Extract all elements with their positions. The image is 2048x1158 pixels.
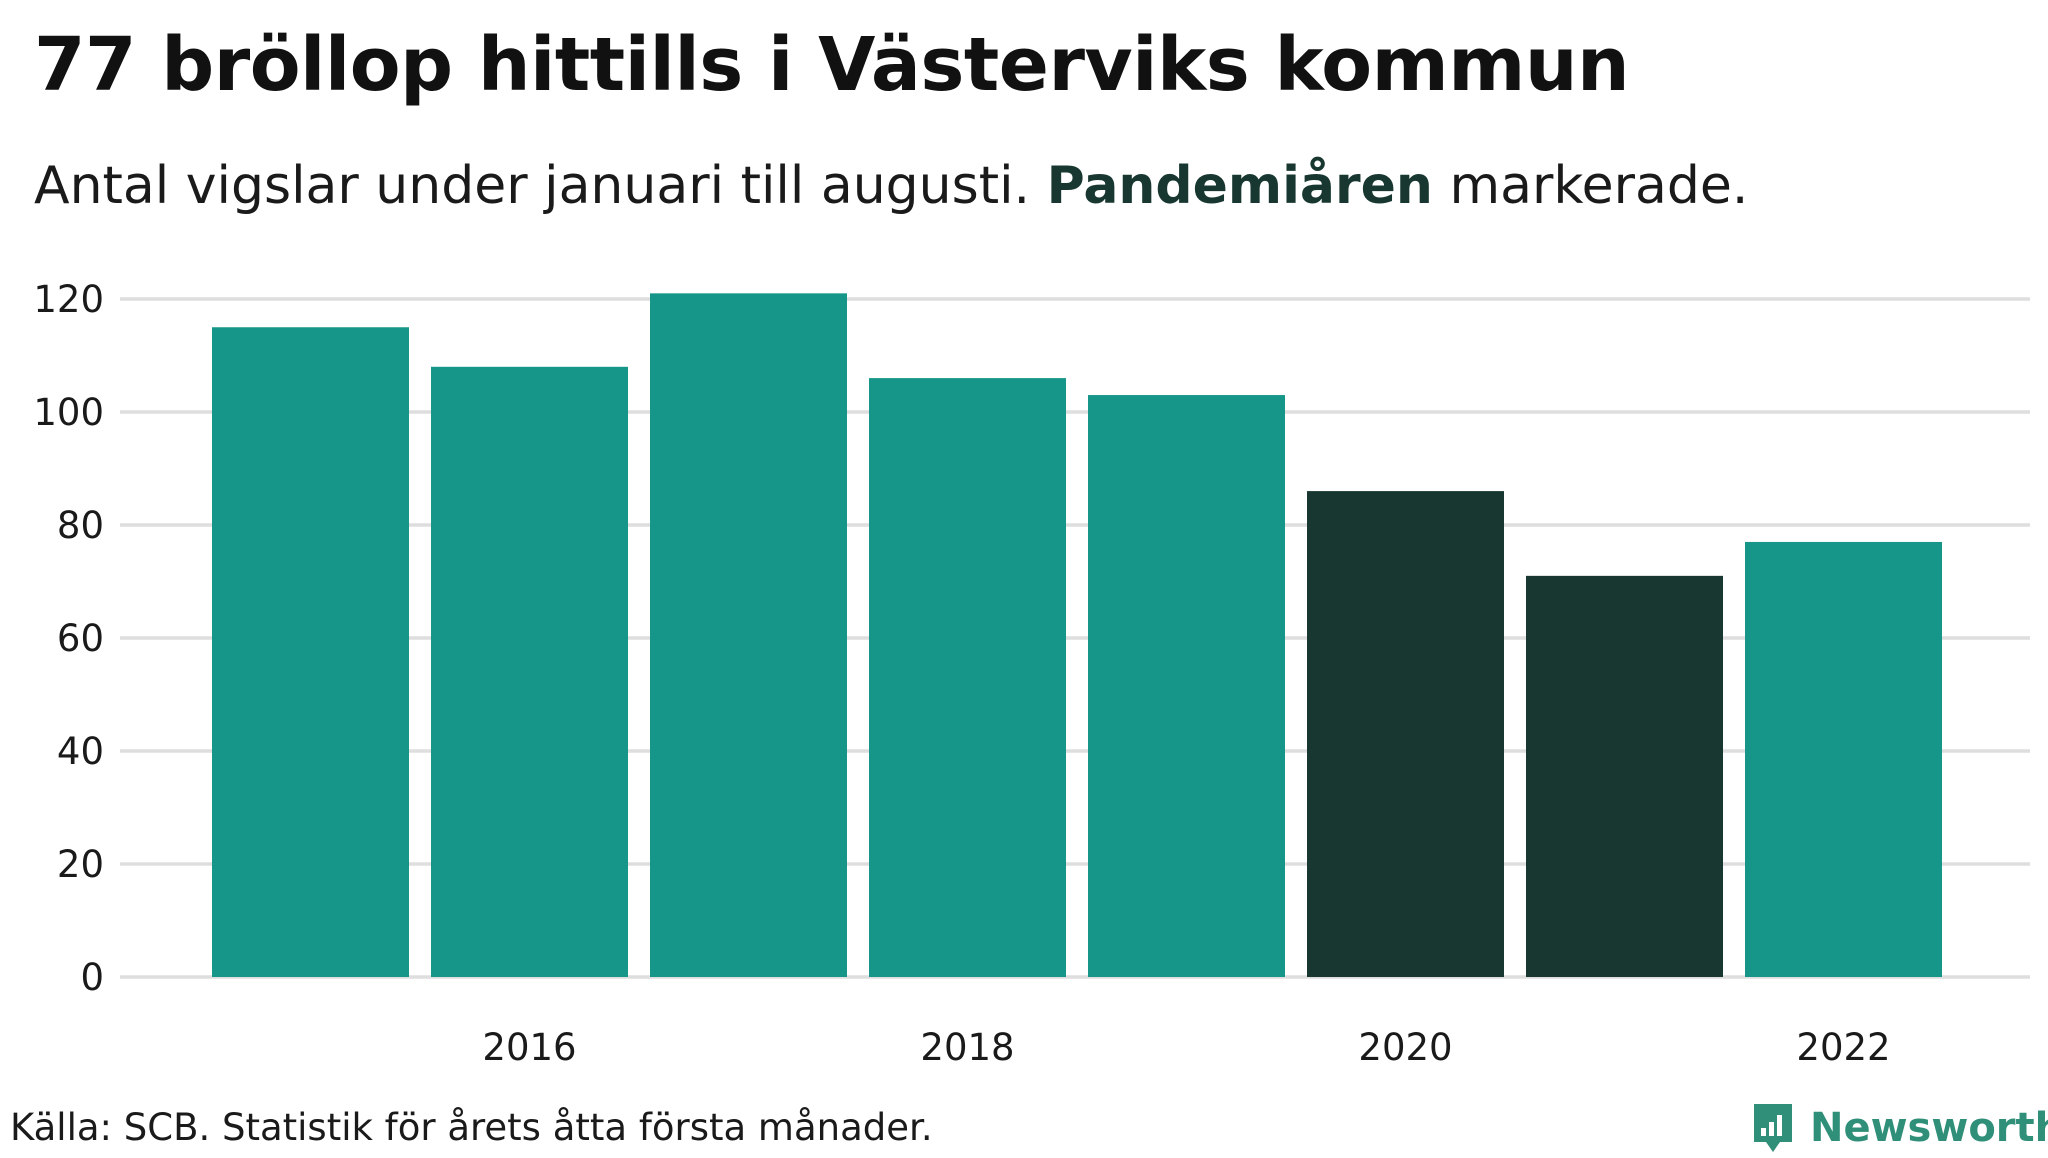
subtitle-highlight: Pandemiåren [1046, 156, 1433, 216]
x-tick-label: 2022 [1796, 1026, 1890, 1069]
bar-2016 [431, 366, 628, 977]
y-tick-label: 0 [80, 956, 104, 999]
y-tick-label: 120 [33, 278, 104, 321]
y-tick-label: 100 [33, 391, 104, 434]
bar-2015 [212, 327, 409, 977]
source-note: Källa: SCB. Statistik för årets åtta för… [10, 1106, 933, 1149]
subtitle-text: Antal vigslar under januari till augusti… [34, 156, 1031, 216]
x-tick-label: 2018 [920, 1026, 1014, 1069]
bar-2022 [1745, 541, 1942, 977]
x-tick-label: 2020 [1358, 1026, 1452, 1069]
bar-2020 [1307, 491, 1504, 977]
y-tick-label: 20 [57, 843, 104, 886]
bar-2021 [1526, 575, 1723, 977]
chart-subtitle: Antal vigslar under januari till augusti… [34, 156, 1748, 216]
subtitle-text-end: markerade. [1449, 156, 1749, 216]
chart-title: 77 bröllop hittills i Västerviks kommun [34, 22, 1630, 108]
y-tick-label: 80 [57, 504, 104, 547]
bar-2018 [869, 378, 1066, 978]
bar-2019 [1088, 395, 1285, 977]
brand-logo: Newsworthy [1750, 1098, 2048, 1158]
x-tick-label: 2016 [482, 1026, 576, 1069]
brand-name: Newsworthy [1810, 1105, 2048, 1151]
y-tick-label: 60 [57, 617, 104, 660]
bar-2017 [650, 293, 847, 978]
y-tick-label: 40 [57, 730, 104, 773]
newsworthy-icon [1754, 1104, 1792, 1152]
